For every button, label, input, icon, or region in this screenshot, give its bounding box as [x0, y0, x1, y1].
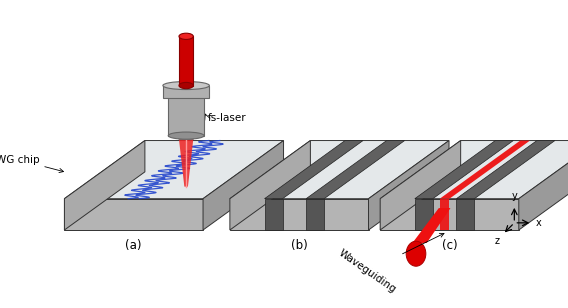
Polygon shape	[203, 140, 283, 230]
Ellipse shape	[179, 33, 193, 39]
Polygon shape	[178, 137, 194, 139]
Ellipse shape	[406, 241, 426, 266]
Polygon shape	[415, 140, 513, 199]
Polygon shape	[64, 140, 145, 230]
Polygon shape	[412, 208, 450, 243]
Polygon shape	[369, 140, 449, 230]
Text: (a): (a)	[126, 239, 142, 252]
Polygon shape	[415, 199, 433, 230]
Bar	[163, 86, 210, 98]
Text: fs-laser: fs-laser	[207, 113, 246, 123]
Polygon shape	[380, 140, 461, 230]
Ellipse shape	[179, 83, 193, 89]
Text: Waveguiding: Waveguiding	[336, 233, 444, 295]
Polygon shape	[230, 140, 449, 199]
Text: x: x	[536, 218, 541, 228]
Polygon shape	[380, 199, 519, 230]
Polygon shape	[230, 199, 369, 230]
Polygon shape	[265, 140, 363, 199]
Polygon shape	[306, 140, 404, 199]
Polygon shape	[440, 140, 530, 199]
Polygon shape	[64, 140, 283, 199]
Ellipse shape	[168, 87, 204, 95]
Bar	[168, 91, 204, 136]
Polygon shape	[64, 199, 203, 230]
Polygon shape	[306, 199, 324, 230]
Bar	[179, 36, 193, 86]
Polygon shape	[457, 140, 555, 199]
Text: (c): (c)	[442, 239, 457, 252]
Polygon shape	[440, 199, 449, 230]
Polygon shape	[265, 199, 282, 230]
Polygon shape	[230, 140, 310, 230]
Ellipse shape	[163, 82, 210, 90]
Text: y: y	[511, 191, 517, 201]
Text: z: z	[495, 236, 500, 246]
Ellipse shape	[168, 132, 204, 139]
Polygon shape	[519, 140, 568, 230]
Polygon shape	[179, 139, 193, 187]
Text: WG chip: WG chip	[0, 155, 64, 172]
Polygon shape	[380, 140, 568, 199]
Text: (b): (b)	[291, 239, 308, 252]
Polygon shape	[457, 199, 474, 230]
